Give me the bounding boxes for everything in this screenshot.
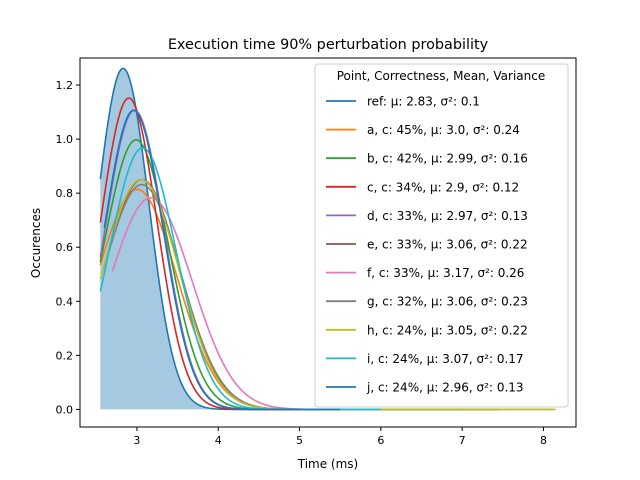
y-tick-label: 0.8 bbox=[56, 187, 74, 200]
legend: Point, Correctness, Mean, Variance ref: … bbox=[314, 63, 569, 408]
y-tick-label: 0.2 bbox=[56, 349, 74, 362]
legend-label-ref: ref: μ: 2.83, σ²: 0.1 bbox=[367, 95, 480, 109]
legend-box bbox=[314, 63, 569, 408]
y-tick-label: 0.4 bbox=[56, 295, 74, 308]
legend-label-a: a, c: 45%, μ: 3.0, σ²: 0.24 bbox=[367, 123, 520, 137]
legend-label-b: b, c: 42%, μ: 2.99, σ²: 0.16 bbox=[367, 152, 528, 166]
y-tick-label: 1.0 bbox=[56, 133, 74, 146]
legend-label-c: c, c: 34%, μ: 2.9, σ²: 0.12 bbox=[367, 180, 519, 194]
legend-label-j: j, c: 24%, μ: 2.96, σ²: 0.13 bbox=[366, 381, 524, 395]
legend-label-d: d, c: 33%, μ: 2.97, σ²: 0.13 bbox=[367, 209, 528, 223]
legend-title: Point, Correctness, Mean, Variance bbox=[337, 69, 546, 83]
x-tick-label: 6 bbox=[377, 434, 384, 447]
y-tick-label: 1.2 bbox=[56, 79, 74, 92]
axes-frame bbox=[79, 57, 577, 428]
plot-area bbox=[99, 67, 556, 411]
legend-label-e: e, c: 33%, μ: 3.06, σ²: 0.22 bbox=[367, 238, 528, 252]
legend-label-g: g, c: 32%, μ: 3.06, σ²: 0.23 bbox=[367, 295, 528, 309]
legend-entries: ref: μ: 2.83, σ²: 0.1 a, c: 45%, μ: 3.0, … bbox=[326, 95, 528, 395]
y-axis: 0.0 0.2 0.4 0.6 0.8 1.0 1.2 bbox=[56, 79, 80, 416]
x-tick-label: 4 bbox=[215, 434, 222, 447]
series-ref-area bbox=[100, 68, 316, 410]
legend-label-i: i, c: 24%, μ: 3.07, σ²: 0.17 bbox=[367, 352, 524, 366]
x-tick-label: 7 bbox=[459, 434, 466, 447]
x-tick-label: 8 bbox=[540, 434, 547, 447]
y-tick-label: 0.6 bbox=[56, 241, 74, 254]
legend-label-f: f, c: 33%, μ: 3.17, σ²: 0.26 bbox=[367, 266, 524, 280]
y-tick-label: 0.0 bbox=[56, 403, 74, 416]
y-axis-label: Occurences bbox=[29, 208, 43, 278]
x-axis-label: Time (ms) bbox=[297, 457, 359, 471]
chart-title: Execution time 90% perturbation probabil… bbox=[168, 37, 489, 53]
x-axis: 3 4 5 6 7 8 bbox=[133, 427, 547, 447]
legend-label-h: h, c: 24%, μ: 3.05, σ²: 0.22 bbox=[367, 323, 528, 337]
x-tick-label: 5 bbox=[296, 434, 303, 447]
series-j-line bbox=[103, 109, 341, 411]
x-tick-label: 3 bbox=[133, 434, 140, 447]
